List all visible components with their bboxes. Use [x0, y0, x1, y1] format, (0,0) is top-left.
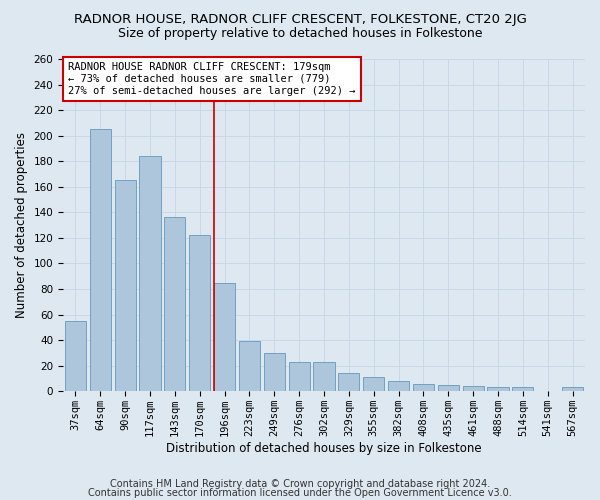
Bar: [487, 388, 509, 392]
Bar: [512, 388, 533, 392]
Bar: [139, 156, 161, 392]
Bar: [313, 362, 335, 392]
Bar: [115, 180, 136, 392]
Bar: [413, 384, 434, 392]
X-axis label: Distribution of detached houses by size in Folkestone: Distribution of detached houses by size …: [166, 442, 482, 455]
Bar: [189, 236, 210, 392]
Bar: [438, 385, 459, 392]
Bar: [363, 377, 384, 392]
Y-axis label: Number of detached properties: Number of detached properties: [15, 132, 28, 318]
Bar: [338, 374, 359, 392]
Bar: [289, 362, 310, 392]
Text: RADNOR HOUSE RADNOR CLIFF CRESCENT: 179sqm
← 73% of detached houses are smaller : RADNOR HOUSE RADNOR CLIFF CRESCENT: 179s…: [68, 62, 356, 96]
Text: RADNOR HOUSE, RADNOR CLIFF CRESCENT, FOLKESTONE, CT20 2JG: RADNOR HOUSE, RADNOR CLIFF CRESCENT, FOL…: [74, 12, 526, 26]
Bar: [463, 386, 484, 392]
Bar: [562, 388, 583, 392]
Bar: [388, 381, 409, 392]
Bar: [65, 321, 86, 392]
Bar: [239, 342, 260, 392]
Bar: [90, 130, 111, 392]
Text: Contains public sector information licensed under the Open Government Licence v3: Contains public sector information licen…: [88, 488, 512, 498]
Bar: [264, 353, 285, 392]
Text: Size of property relative to detached houses in Folkestone: Size of property relative to detached ho…: [118, 28, 482, 40]
Bar: [214, 282, 235, 392]
Bar: [164, 218, 185, 392]
Text: Contains HM Land Registry data © Crown copyright and database right 2024.: Contains HM Land Registry data © Crown c…: [110, 479, 490, 489]
